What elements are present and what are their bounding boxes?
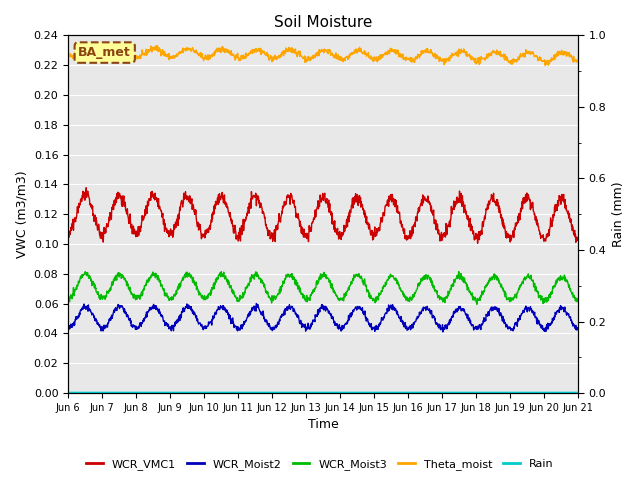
Text: BA_met: BA_met <box>78 46 131 59</box>
Legend: WCR_VMC1, WCR_Moist2, WCR_Moist3, Theta_moist, Rain: WCR_VMC1, WCR_Moist2, WCR_Moist3, Theta_… <box>82 455 558 474</box>
Title: Soil Moisture: Soil Moisture <box>274 15 372 30</box>
X-axis label: Time: Time <box>308 419 339 432</box>
Y-axis label: VWC (m3/m3): VWC (m3/m3) <box>15 170 28 258</box>
Y-axis label: Rain (mm): Rain (mm) <box>612 181 625 247</box>
